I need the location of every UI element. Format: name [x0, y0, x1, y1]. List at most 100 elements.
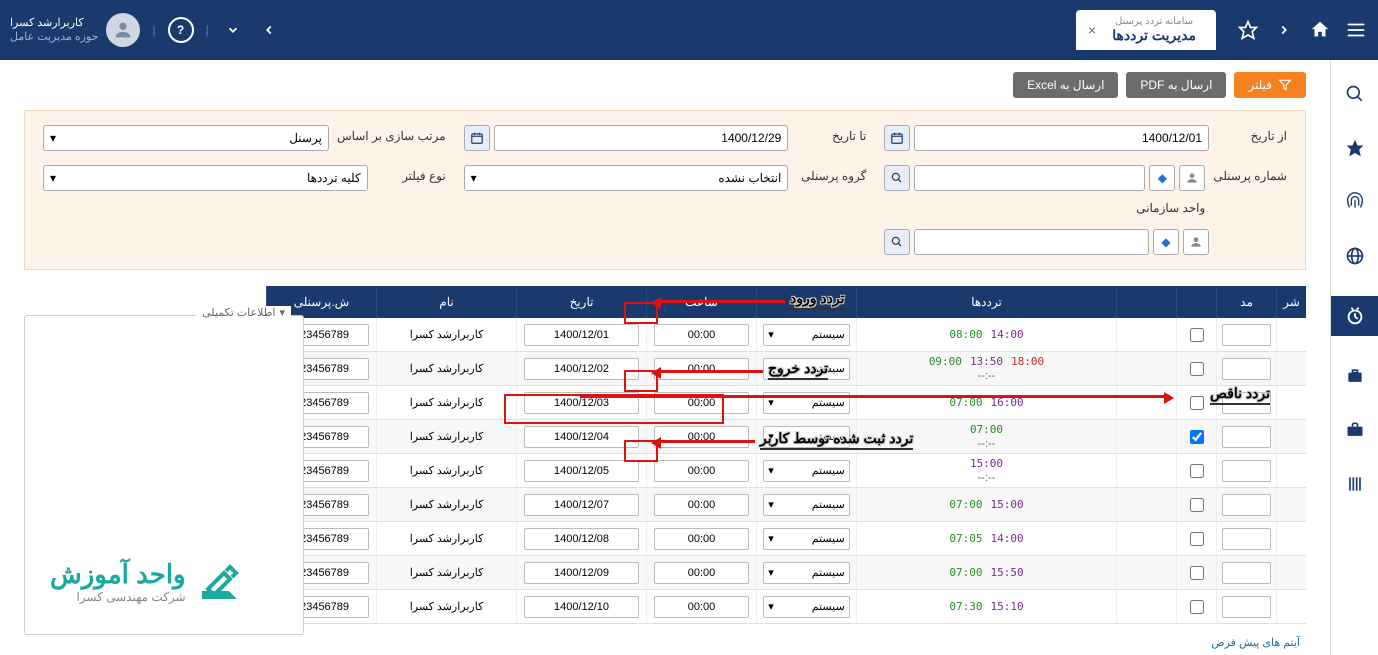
person-icon[interactable] [1183, 229, 1209, 255]
cell-times: 07:3015:10 [856, 590, 1116, 624]
md-input[interactable] [1222, 596, 1270, 618]
lookup-icon[interactable]: ◆ [1149, 165, 1175, 191]
close-icon[interactable]: × [1088, 22, 1096, 38]
user-block[interactable]: کاربرارشد کسرا حوزه مدیریت عامل [10, 13, 140, 47]
col-md: مد [1216, 286, 1276, 318]
row-checkbox[interactable] [1190, 362, 1204, 376]
cell-type: سیستم▾ [756, 420, 856, 454]
col-chk [1176, 286, 1216, 318]
type-select[interactable]: سیستم▾ [763, 324, 849, 346]
row-checkbox[interactable] [1190, 532, 1204, 546]
lookup-icon[interactable]: ◆ [1153, 229, 1179, 255]
row-checkbox[interactable] [1190, 498, 1204, 512]
search-icon[interactable] [884, 165, 910, 191]
date-input[interactable] [524, 494, 639, 516]
sidebar-clock-icon[interactable] [1331, 296, 1378, 336]
type-select[interactable]: سیستم▾ [763, 562, 849, 584]
chevron-right-icon[interactable] [1272, 18, 1296, 42]
clock-input[interactable] [654, 562, 750, 584]
md-input[interactable] [1222, 460, 1270, 482]
date-input[interactable] [524, 426, 639, 448]
clock-input[interactable] [654, 528, 750, 550]
active-tab[interactable]: سامانه تردد پرسنل مدیریت ترددها × [1076, 10, 1216, 50]
row-checkbox[interactable] [1190, 464, 1204, 478]
chevron-down-icon: ▾ [279, 306, 285, 319]
chevron-left-icon[interactable] [257, 18, 281, 42]
org-unit-input[interactable] [914, 229, 1149, 255]
help-icon[interactable]: ? [168, 17, 194, 43]
sidebar-briefcase-icon[interactable] [1341, 416, 1369, 444]
clock-input[interactable] [654, 324, 750, 346]
type-select[interactable]: سیستم▾ [763, 426, 849, 448]
row-checkbox[interactable] [1190, 328, 1204, 342]
user-name: کاربرارشد کسرا [10, 16, 98, 30]
md-input[interactable] [1222, 528, 1270, 550]
clock-input[interactable] [654, 392, 750, 414]
type-select[interactable]: سیستم▾ [763, 494, 849, 516]
sort-select[interactable]: پرسنل▾ [43, 125, 329, 151]
md-input[interactable] [1222, 494, 1270, 516]
row-checkbox[interactable] [1190, 396, 1204, 410]
md-input[interactable] [1222, 358, 1270, 380]
side-panel-title[interactable]: ▾ اطلاعات تکمیلی [196, 306, 291, 319]
date-input[interactable] [524, 324, 639, 346]
sidebar-globe-icon[interactable] [1341, 242, 1369, 270]
md-input[interactable] [1222, 562, 1270, 584]
sidebar-star-icon[interactable] [1341, 134, 1369, 162]
from-date-label: از تاریخ [1217, 125, 1287, 143]
clock-input[interactable] [654, 596, 750, 618]
type-select[interactable]: سیستم▾ [763, 596, 849, 618]
send-pdf-button[interactable]: ارسال به PDF [1126, 72, 1226, 98]
date-input[interactable] [524, 562, 639, 584]
date-input[interactable] [524, 596, 639, 618]
row-checkbox[interactable] [1190, 430, 1204, 444]
clock-input[interactable] [654, 494, 750, 516]
cell-chk [1176, 556, 1216, 590]
cell-blank [1116, 522, 1176, 556]
cell-clock [646, 352, 756, 386]
filter-button[interactable]: فیلتر [1234, 72, 1306, 98]
cell-chk [1176, 386, 1216, 420]
md-input[interactable] [1222, 392, 1270, 414]
calendar-icon[interactable] [884, 125, 910, 151]
cell-chk [1176, 352, 1216, 386]
date-input[interactable] [524, 392, 639, 414]
sidebar-fingerprint-icon[interactable] [1341, 188, 1369, 216]
sidebar-search-icon[interactable] [1341, 80, 1369, 108]
hamburger-icon[interactable] [1344, 18, 1368, 42]
date-input[interactable] [524, 358, 639, 380]
group-select[interactable]: انتخاب نشده▾ [464, 165, 789, 191]
person-no-input[interactable] [914, 165, 1145, 191]
type-select[interactable]: سیستم▾ [763, 528, 849, 550]
from-date-input[interactable] [914, 125, 1209, 151]
md-input[interactable] [1222, 324, 1270, 346]
to-date-input[interactable] [494, 125, 789, 151]
clock-input[interactable] [654, 460, 750, 482]
type-select[interactable]: سیستم▾ [763, 358, 849, 380]
col-date: تاریخ [516, 286, 646, 318]
search-icon[interactable] [884, 229, 910, 255]
calendar-icon[interactable] [464, 125, 490, 151]
star-icon[interactable] [1236, 18, 1260, 42]
home-icon[interactable] [1308, 18, 1332, 42]
filter-type-select[interactable]: کلیه ترددها▾ [43, 165, 368, 191]
type-select[interactable]: سیستم▾ [763, 392, 849, 414]
date-input[interactable] [524, 460, 639, 482]
clock-input[interactable] [654, 358, 750, 380]
clock-input[interactable] [654, 426, 750, 448]
sidebar-food-icon[interactable] [1341, 470, 1369, 498]
date-input[interactable] [524, 528, 639, 550]
md-input[interactable] [1222, 426, 1270, 448]
filter-button-label: فیلتر [1248, 78, 1272, 92]
row-checkbox[interactable] [1190, 600, 1204, 614]
cell-chk [1176, 420, 1216, 454]
chevron-down-icon[interactable] [221, 18, 245, 42]
send-excel-button[interactable]: ارسال به Excel [1013, 72, 1118, 98]
sidebar-suitcase-icon[interactable] [1341, 362, 1369, 390]
row-checkbox[interactable] [1190, 566, 1204, 580]
person-icon[interactable] [1179, 165, 1205, 191]
cell-clock [646, 556, 756, 590]
type-select[interactable]: سیستم▾ [763, 460, 849, 482]
cell-blank [1116, 318, 1176, 352]
footer-link[interactable]: آیتم های پیش فرض [1211, 636, 1300, 649]
